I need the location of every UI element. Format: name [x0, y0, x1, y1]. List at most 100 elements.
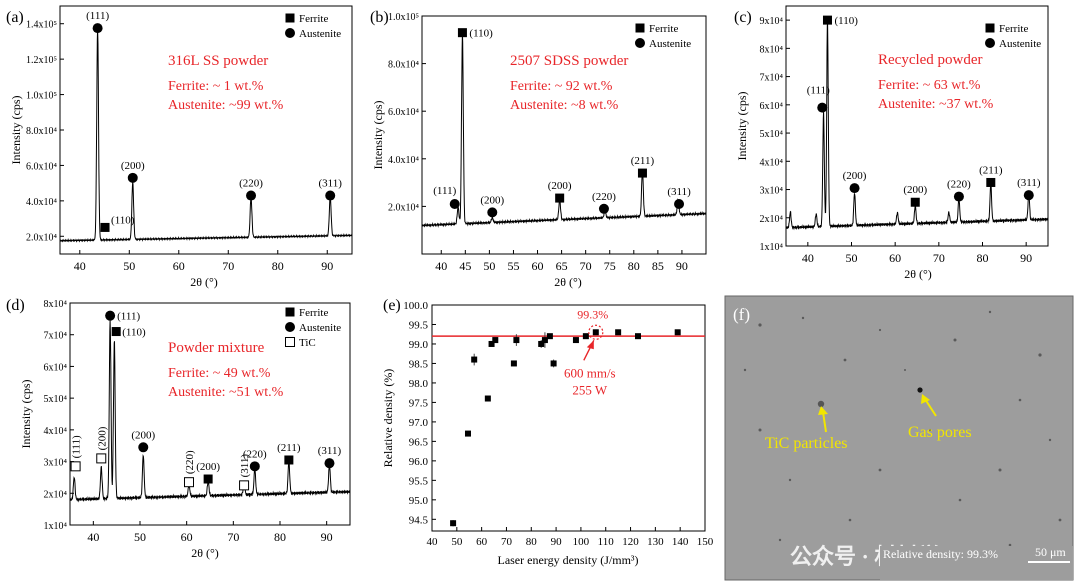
x-tick-label: 130: [647, 536, 664, 548]
austenite-marker: [449, 199, 460, 210]
y-tick-label: 97.0: [409, 417, 429, 429]
tic-marker: [96, 453, 107, 464]
peak-index-label: (111): [807, 85, 830, 97]
x-tick-label: 60: [173, 259, 185, 273]
sem-micrograph: [724, 295, 1074, 581]
composition-title: Recycled powder: [878, 52, 983, 68]
peak-index-label: (111): [71, 435, 83, 458]
y-tick-label: 5x10⁴: [44, 394, 68, 405]
peak-index-label: (211): [979, 164, 1003, 176]
x-tick-label: 70: [227, 530, 239, 544]
y-axis-title: Intensity (cps): [735, 92, 749, 161]
austenite-marker: [985, 38, 995, 48]
y-tick-label: 99.5: [409, 319, 429, 331]
peak-index-label: (311): [319, 178, 343, 190]
y-tick-label: 6.0x10⁴: [26, 161, 58, 172]
peak-index-label: (311): [667, 186, 691, 198]
x-tick-label: 80: [526, 536, 538, 548]
ferrite-marker: [203, 474, 213, 484]
austenite-marker: [953, 191, 964, 202]
y-tick-label: 8x10⁴: [44, 299, 68, 310]
y-tick-label: 8.0x10⁴: [26, 126, 58, 137]
composition-title: 316L SS powder: [168, 53, 268, 69]
composition-line: Ferrite: ~ 92 wt.%: [510, 79, 613, 94]
data-point: [582, 333, 589, 340]
parameter-label: 600 mm/s: [564, 365, 616, 380]
x-axis-title: 2θ (°): [191, 546, 219, 560]
x-tick-label: 70: [580, 259, 592, 273]
austenite-marker: [285, 322, 295, 332]
austenite-marker: [92, 23, 103, 34]
x-tick-label: 40: [802, 251, 814, 265]
y-tick-label: 9x10⁴: [760, 16, 784, 27]
x-tick-label: 90: [551, 536, 563, 548]
ferrite-marker: [457, 28, 467, 38]
y-tick-label: 1x10⁴: [44, 521, 68, 532]
y-tick-label: 2.0x10⁴: [26, 232, 58, 243]
x-tick-label: 80: [628, 259, 640, 273]
scale-bar-label: 50 μm: [1035, 545, 1066, 559]
y-tick-label: 99.0: [409, 339, 429, 351]
austenite-marker: [325, 190, 336, 201]
data-point: [488, 340, 495, 347]
composition-line: Austenite: ~8 wt.%: [510, 98, 619, 113]
y-tick-label: 6.0x10⁴: [388, 107, 420, 118]
ferrite-marker: [285, 13, 295, 23]
tic-marker: [285, 337, 295, 347]
x-tick-label: 80: [977, 251, 989, 265]
legend-entry: Austenite: [299, 28, 341, 40]
x-tick-label: 50: [846, 251, 858, 265]
x-tick-label: 40: [427, 536, 439, 548]
y-tick-label: 7x10⁴: [760, 73, 784, 84]
y-tick-label: 1x10⁴: [760, 242, 784, 253]
tic-marker: [70, 461, 81, 472]
legend-entry: Ferrite: [999, 23, 1028, 35]
austenite-marker: [138, 442, 149, 453]
gas-pore: [917, 387, 923, 393]
legend-entry: Austenite: [999, 38, 1041, 50]
panel-a-xrd-316l: 40 50 60 70 80 90 2.0x10⁴ 4.0x10⁴ 6.0x10⁴ 8.0x10⁴…: [6, 5, 353, 289]
austenite-marker: [674, 199, 685, 210]
austenite-marker: [249, 461, 260, 472]
panel-label: (e): [383, 297, 401, 314]
data-point: [471, 356, 478, 363]
composition-line: Ferrite: ~ 49 wt.%: [168, 366, 271, 381]
panel-d-xrd-mixture: 40 50 60 70 80 90 1x10⁴ 2x10⁴ 3x10⁴ 4x10⁴ 5x10⁴ 6x1…: [6, 297, 351, 560]
x-axis-title: 2θ (°): [554, 275, 582, 289]
austenite-marker: [105, 310, 116, 321]
x-tick-label: 150: [697, 536, 714, 548]
x-tick-label: 75: [604, 259, 616, 273]
peak-index-label: (311): [318, 445, 342, 457]
panel-f-label: (f): [733, 305, 750, 324]
panel-b-xrd-2507: 40 45 50 55 60 65 70 75 80 85 90 2.0x10⁴ 4.0x10⁴ 6.0x…: [370, 9, 707, 289]
ferrite-marker: [555, 193, 565, 203]
data-point: [538, 340, 545, 347]
ferrite-marker: [111, 327, 121, 337]
x-axis-title: 2θ (°): [190, 275, 218, 289]
ferrite-marker: [985, 23, 995, 33]
y-tick-label: 2x10⁴: [760, 214, 784, 225]
peak-index-label: (200): [196, 461, 220, 473]
x-tick-label: 85: [652, 259, 664, 273]
y-tick-label: 95.5: [409, 475, 429, 487]
x-tick-label: 120: [622, 536, 639, 548]
legend-entry: TiC: [299, 337, 316, 349]
tic-particle: [817, 400, 825, 408]
composition-title: 2507 SDSS powder: [510, 53, 628, 69]
y-tick-label: 95.0: [409, 495, 429, 507]
x-tick-label: 40: [87, 530, 99, 544]
data-point: [615, 329, 622, 336]
x-tick-label: 50: [451, 536, 463, 548]
peak-index-label: (200): [121, 160, 145, 172]
x-tick-label: 110: [598, 536, 615, 548]
y-axis-title: Relative density (%): [381, 369, 395, 468]
data-point: [572, 337, 579, 344]
panel-label: (a): [6, 9, 24, 26]
xrd-pattern-line: [59, 28, 353, 243]
peak-index-label: (111): [86, 10, 109, 22]
y-tick-label: 98.5: [409, 358, 429, 370]
y-tick-label: 8.0x10⁴: [388, 60, 420, 71]
xrd-pattern-line: [785, 23, 1049, 231]
data-point: [510, 360, 517, 367]
composition-title: Powder mixture: [168, 340, 265, 356]
